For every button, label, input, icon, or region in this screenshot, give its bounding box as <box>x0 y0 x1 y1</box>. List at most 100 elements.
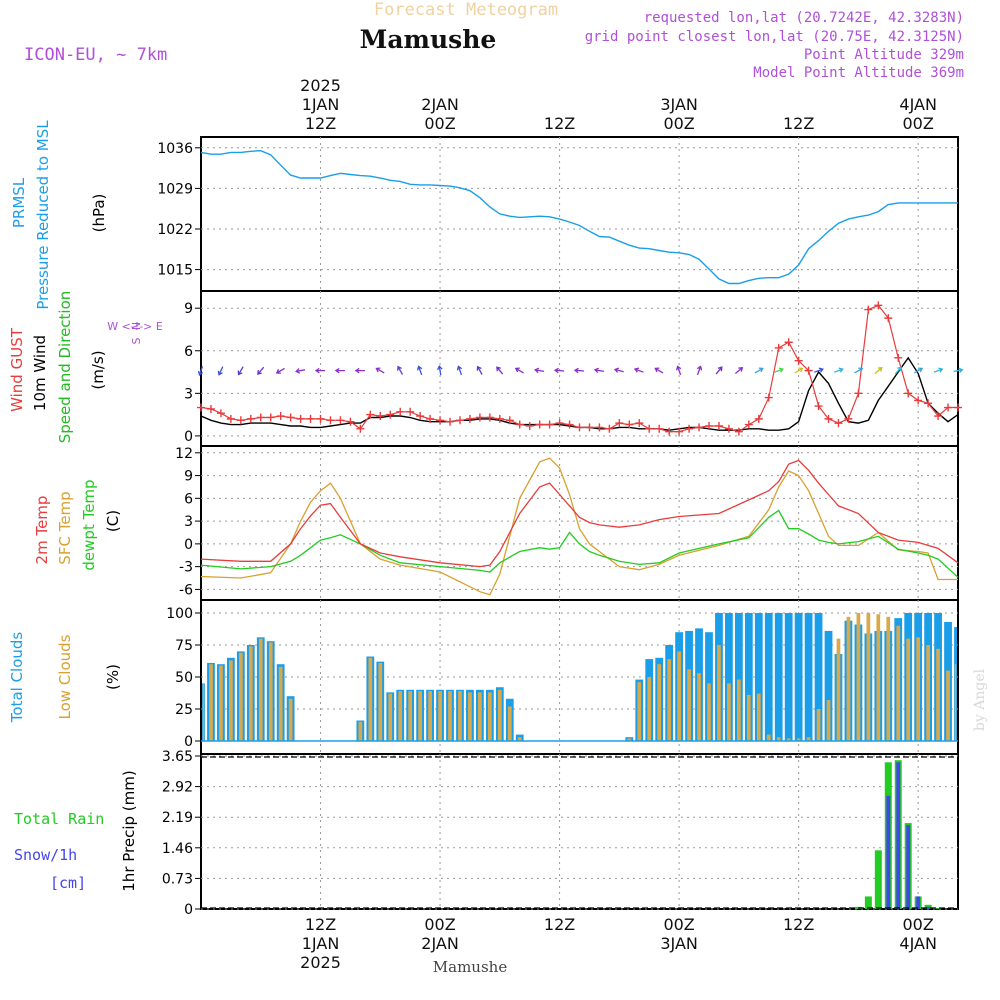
wind-direction-arrow <box>496 366 504 375</box>
rain-bar <box>864 896 872 909</box>
low-cloud-bar <box>766 734 771 741</box>
low-cloud-bar <box>717 645 721 741</box>
gust-marker <box>914 396 923 405</box>
gust-marker <box>276 412 285 421</box>
low-cloud-label: Low Clouds <box>56 634 74 719</box>
snow-bar <box>886 795 891 909</box>
gust-marker <box>744 420 753 429</box>
cloud-labels: Total Clouds Low Clouds (%) <box>8 632 122 724</box>
axis-ticks: 10151022102910360369-6-30369120255075100… <box>157 141 201 918</box>
gust-marker <box>306 414 315 423</box>
y-tick-label: 2.92 <box>162 780 193 796</box>
wind-direction-arrow <box>217 366 224 376</box>
time-label: 00Z <box>663 114 694 133</box>
wind-direction-arrow <box>953 367 964 374</box>
y-tick-label: 3 <box>184 386 193 402</box>
gust-marker <box>236 416 245 425</box>
gust-marker <box>296 414 305 423</box>
wind-direction-arrow <box>354 367 365 374</box>
gust-marker <box>505 416 514 425</box>
gust-marker <box>256 413 265 422</box>
wind-direction-arrow <box>613 367 624 373</box>
snow-label: Snow/1h <box>14 846 77 864</box>
low-cloud-bar <box>497 689 502 741</box>
low-cloud-bar <box>378 662 383 741</box>
gust-marker <box>206 404 215 413</box>
watermark: by Angel <box>972 668 988 731</box>
y-tick-label: 6 <box>184 491 193 507</box>
low-cloud-bar <box>248 646 253 741</box>
gust-marker <box>764 393 773 402</box>
pressure-unit: (hPa) <box>90 194 108 233</box>
low-cloud-bar <box>657 664 662 741</box>
total-cloud-bar <box>774 613 783 741</box>
gust-marker <box>426 414 435 423</box>
grid-lines <box>201 137 958 910</box>
gust-marker <box>386 410 395 419</box>
gust-marker <box>724 424 733 433</box>
gust-marker <box>555 419 564 428</box>
gust-marker <box>246 414 255 423</box>
low-cloud-bar <box>926 645 930 741</box>
gust-marker <box>615 419 624 428</box>
time-label: 00Z <box>663 915 694 934</box>
low-cloud-bar <box>667 659 672 741</box>
gust-marker <box>695 423 704 432</box>
y-tick-label: 3 <box>184 514 193 530</box>
low-cloud-bar <box>238 652 243 741</box>
low-cloud-bar <box>776 737 781 741</box>
low-cloud-bar <box>458 691 462 741</box>
cm-label: [cm] <box>50 874 86 892</box>
total-cloud-bar <box>794 613 803 741</box>
msl-label: Pressure Reduced to MSL <box>34 120 52 310</box>
y-tick-label: 12 <box>175 446 193 462</box>
wind-direction-arrow <box>794 367 804 374</box>
time-label: 00Z <box>902 114 933 133</box>
compass-s: S <box>130 337 143 344</box>
gust-marker <box>515 420 524 429</box>
total-cloud-bar <box>824 630 833 741</box>
low-cloud-bar <box>219 665 223 741</box>
wind-direction-arrow <box>573 367 585 374</box>
wind-direction-arrow <box>854 367 864 374</box>
snow-bar <box>896 762 901 909</box>
low-cloud-bar <box>866 613 871 741</box>
time-label: 2025 <box>300 76 341 95</box>
y-tick-label: 1.46 <box>162 841 193 857</box>
low-cloud-bar <box>836 638 841 741</box>
total-cloud-bar <box>744 613 753 741</box>
wind-direction-arrow <box>197 366 204 377</box>
low-cloud-bar <box>209 664 213 741</box>
gust-marker <box>406 407 415 416</box>
temp-unit: (C) <box>104 510 122 532</box>
low-cloud-bar <box>647 677 652 741</box>
point-altitude: Point Altitude 329m <box>804 47 964 63</box>
low-cloud-bar <box>229 660 233 741</box>
gust-marker <box>944 403 953 412</box>
y-tick-label: 25 <box>175 702 193 718</box>
sfc-temp-line <box>200 457 958 596</box>
gust-marker <box>326 416 335 425</box>
wind-direction-arrow <box>456 365 463 376</box>
total-cloud-bar <box>754 613 763 741</box>
gust-marker <box>804 366 813 375</box>
wind-direction-arrow <box>633 367 644 373</box>
low-cloud-bar <box>388 693 393 741</box>
gust-marker <box>754 414 763 423</box>
wind-label: 10m Wind <box>31 335 49 411</box>
low-cloud-bar <box>806 737 811 741</box>
gust-marker <box>784 338 793 347</box>
cloud-unit: (%) <box>104 664 122 690</box>
gust-marker <box>226 414 235 423</box>
gust-marker <box>844 414 853 423</box>
requested-coords: requested lon,lat (20.7242E, 42.3283N) <box>644 10 964 26</box>
wind-direction-arrow <box>257 366 265 375</box>
wind-direction-arrow <box>734 366 744 374</box>
y-tick-label: 50 <box>175 670 193 686</box>
y-tick-label: 6 <box>184 344 193 360</box>
y-tick-label: 1029 <box>157 181 193 197</box>
low-cloud-bar <box>786 738 791 741</box>
low-cloud-bar <box>448 691 452 741</box>
low-cloud-bar <box>478 692 482 741</box>
